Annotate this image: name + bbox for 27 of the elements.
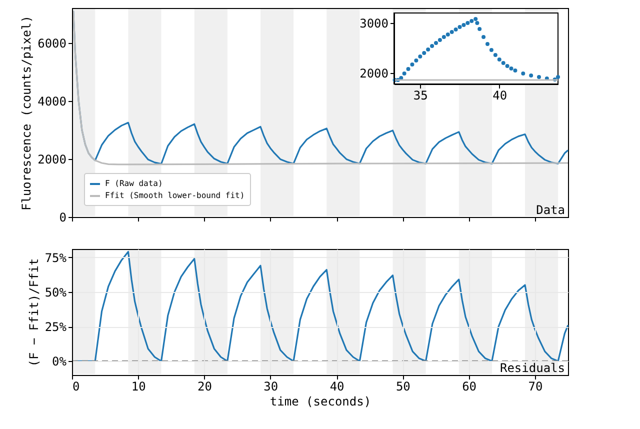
legend-label: F (Raw data) <box>105 179 163 188</box>
x-tick-label: 20 <box>198 380 212 394</box>
x-tick-label: 0 <box>72 380 80 394</box>
y-axis-title: (F − Ffit)/Ffit <box>26 258 41 367</box>
y-tick-label: 6000 <box>38 36 66 50</box>
y-tick-label: 2000 <box>360 66 388 80</box>
y-tick-label: 0 <box>59 210 66 224</box>
y-tick-label: 50% <box>44 285 68 300</box>
x-tick-label: 50 <box>396 380 410 394</box>
x-axis-title: time (seconds) <box>270 394 372 408</box>
y-tick-label: 25% <box>44 320 68 334</box>
x-tick-label: 40 <box>492 88 508 102</box>
annotation: Data <box>536 203 565 217</box>
x-tick-label: 70 <box>528 380 543 394</box>
y-tick-label: 4000 <box>38 94 66 108</box>
x-tick-label: 40 <box>330 380 344 394</box>
x-tick-label: 35 <box>413 88 428 102</box>
x-tick-label: 30 <box>264 380 278 394</box>
y-axis-title: Fluorescence (counts/pixel) <box>20 15 34 211</box>
x-tick-label: 60 <box>462 380 477 394</box>
y-tick-label: 75% <box>44 250 68 265</box>
annotation: Residuals <box>500 361 565 375</box>
legend-label: Ffit (Smooth lower-bound fit) <box>105 191 245 200</box>
y-tick-label: 3000 <box>360 16 388 30</box>
x-tick-label: 10 <box>131 380 146 394</box>
y-tick-label: 0% <box>52 354 68 369</box>
y-tick-label: 2000 <box>38 152 66 166</box>
